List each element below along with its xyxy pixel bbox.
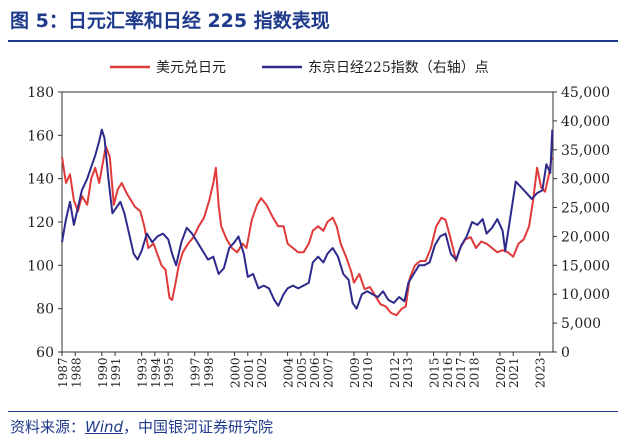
source-suffix: ，中国银河证券研究院: [123, 418, 274, 436]
x-axis-tick-label: 2000: [229, 357, 243, 388]
x-axis-tick-label: 2012: [388, 357, 402, 388]
nikkei-series-line: [61, 128, 554, 310]
right-axis-tick-label: 15,000: [561, 258, 610, 274]
x-axis-tick-label: 1990: [96, 357, 110, 388]
x-axis-tick-label: 2010: [361, 357, 375, 388]
x-axis-tick-label: 2015: [428, 357, 442, 388]
x-axis-tick-label: 2002: [255, 357, 269, 388]
source-prefix: 资料来源：: [10, 418, 86, 436]
legend-label-usdjpy: 美元兑日元: [156, 60, 226, 76]
x-axis-tick-label: 2001: [242, 357, 256, 388]
left-axis-tick-label: 120: [27, 215, 54, 231]
title-divider: [8, 40, 618, 42]
x-axis-tick-label: 1998: [202, 357, 216, 388]
source-divider: [8, 411, 618, 412]
left-axis-tick-label: 80: [36, 302, 54, 318]
source-note: 资料来源：Wind，中国银河证券研究院: [10, 416, 273, 437]
source-wind: Wind: [85, 418, 124, 436]
right-axis-tick-label: 25,000: [561, 201, 610, 217]
x-axis-tick-label: 1995: [162, 357, 176, 388]
x-axis-tick-label: 2020: [494, 357, 508, 388]
x-axis-tick-label: 1994: [149, 357, 163, 388]
right-axis-tick-label: 5,000: [561, 316, 601, 332]
x-axis-tick-label: 1997: [189, 357, 203, 388]
left-axis-tick-label: 100: [27, 258, 54, 274]
figure-title: 图 5：日元汇率和日经 225 指数表现: [10, 10, 330, 32]
right-axis-tick-label: 0: [561, 345, 570, 361]
right-axis-tick-label: 20,000: [561, 229, 610, 245]
left-axis-tick-label: 160: [27, 128, 54, 144]
x-axis-tick-label: 2016: [441, 357, 455, 388]
x-axis-tick-label: 1991: [109, 357, 123, 388]
x-axis-tick-label: 2018: [467, 357, 481, 388]
right-axis-tick-label: 30,000: [561, 172, 610, 188]
x-axis-tick-label: 1988: [69, 357, 83, 388]
x-axis-tick-label: 1987: [56, 357, 70, 388]
right-axis-tick-label: 10,000: [561, 287, 610, 303]
x-axis-tick-label: 2007: [321, 357, 335, 388]
right-axis-tick-label: 45,000: [561, 85, 610, 101]
x-axis-tick-label: 2021: [507, 357, 521, 388]
usdjpy-series-line: [61, 145, 553, 317]
x-axis-tick-label: 1993: [136, 357, 150, 388]
chart: 60 80 100 120 140 160 180 0 5,000 10,000 15,000 20,…: [27, 60, 610, 388]
x-axis-tick-label: 2017: [454, 357, 468, 388]
x-axis-tick-label: 2004: [282, 357, 296, 388]
left-axis-tick-label: 140: [27, 172, 54, 188]
x-axis-tick-label: 2009: [348, 357, 362, 388]
left-axis-tick-label: 180: [27, 85, 54, 101]
x-axis-tick-label: 2013: [401, 357, 415, 388]
left-axis-tick-label: 60: [36, 345, 54, 361]
right-axis-tick-label: 40,000: [561, 114, 610, 130]
legend-label-nikkei: 东京日经225指数（右轴）点: [308, 60, 489, 76]
x-axis-tick-label: 2005: [295, 357, 309, 388]
right-axis-tick-label: 35,000: [561, 143, 610, 159]
x-axis-tick-label: 2023: [534, 357, 548, 388]
x-axis-tick-label: 2006: [308, 357, 322, 388]
